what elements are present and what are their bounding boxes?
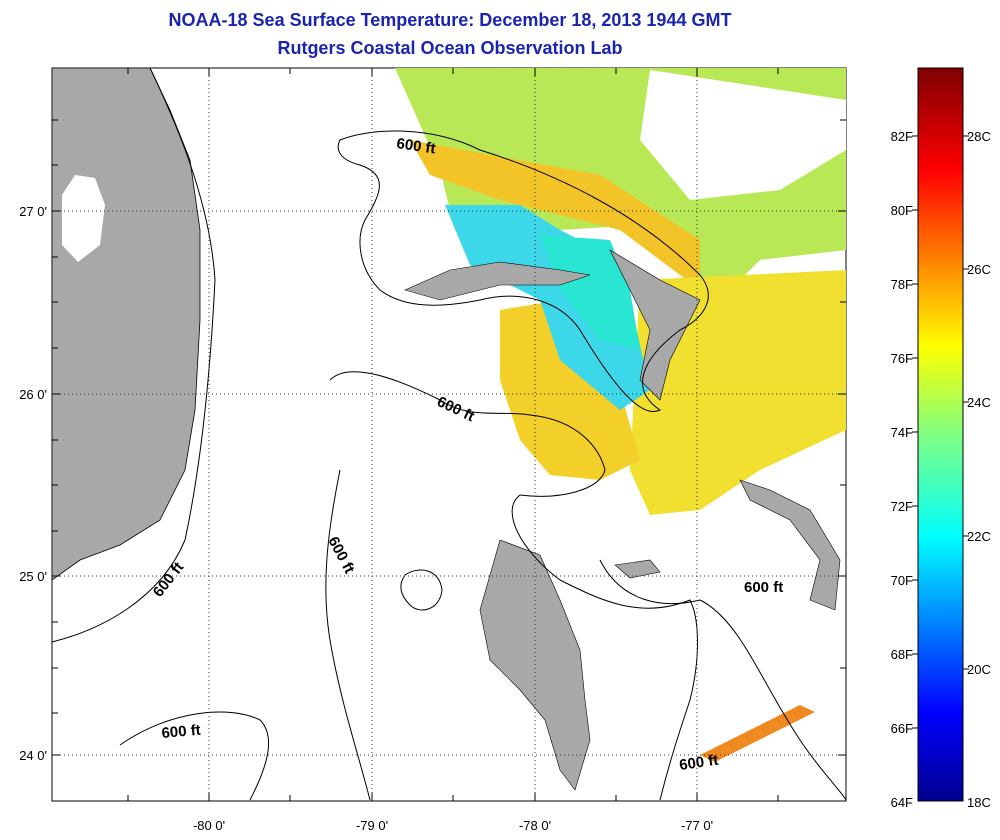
contour-label: 600 ft [678,752,719,774]
map-title: NOAA-18 Sea Surface Temperature: Decembe… [168,10,732,30]
lat-label: 25 0' [19,569,47,584]
contour-label: 600 ft [161,722,202,742]
sst-cool-patch-2 [540,235,640,350]
lon-label: -78 0' [519,818,551,833]
colorbar-label-f: 64F [891,795,913,810]
map-content: 600 ft 600 ft 600 ft 600 ft 600 ft 600 f… [52,68,846,801]
sst-swath-north-warm [410,140,700,290]
colorbar-label-c: 24C [967,395,991,410]
contour-label: 600 ft [395,135,436,157]
contour-florida-shelf [52,68,216,643]
colorbar-label-c: 26C [967,262,991,277]
lake-okeechobee [62,175,105,262]
colorbar [917,67,964,802]
grand-bahama [404,261,591,301]
map-gridlines [52,68,846,801]
colorbar-label-c: 20C [967,662,991,677]
lon-label: -80 0' [193,818,225,833]
lat-label: 24 0' [19,748,47,763]
colorbar-celsius-labels: 28C 26C 24C 22C 20C 18C [967,129,991,810]
contour-label: 600 ft [744,579,783,596]
bathymetry-contours [52,68,846,801]
sst-warm-streak [700,705,815,762]
map-subtitle: Rutgers Coastal Ocean Observation Lab [277,38,623,58]
colorbar-label-f: 78F [891,277,913,292]
colorbar-label-f: 80F [891,203,913,218]
contour-little-bahama-bank [337,130,709,412]
colorbar-label-c: 28C [967,129,991,144]
colorbar-ticks [912,135,969,729]
contour-great-bahama-bank [329,371,698,801]
contour-south-west [119,711,270,801]
contour-small-loop [400,569,443,611]
contour-cay-sal [325,469,371,801]
colorbar-fahrenheit-labels: 82F 80F 78F 76F 74F 72F 70F 68F 66F 64F [891,129,913,810]
eleuthera [739,479,841,611]
new-providence [614,559,661,579]
colorbar-label-f: 82F [891,129,913,144]
lat-label: 26 0' [19,387,47,402]
colorbar-label-c: 22C [967,529,991,544]
lat-label: 27 0' [19,204,47,219]
colorbar-label-f: 76F [891,351,913,366]
colorbar-label-f: 74F [891,425,913,440]
lon-label: -79 0' [356,818,388,833]
colorbar-label-f: 68F [891,647,913,662]
colorbar-label-f: 70F [891,573,913,588]
colorbar-label-f: 66F [891,721,913,736]
contour-tongue-of-ocean [599,559,846,801]
latitude-labels: 27 0' 26 0' 25 0' 24 0' [19,204,47,763]
colorbar-label-c: 18C [967,795,991,810]
axis-ticks [52,68,846,801]
great-abaco [609,249,701,401]
colorbar-label-f: 72F [891,499,913,514]
sst-cloud-gap [640,70,846,200]
longitude-labels: -80 0' -79 0' -78 0' -77 0' [193,818,713,833]
lon-label: -77 0' [681,818,713,833]
